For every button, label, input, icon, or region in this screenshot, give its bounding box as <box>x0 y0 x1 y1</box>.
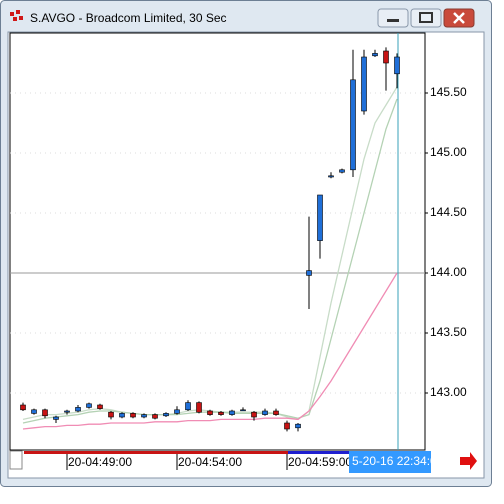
moving-average <box>22 272 398 430</box>
candle-body <box>119 413 125 418</box>
scroll-box[interactable] <box>9 450 23 470</box>
candle-body <box>97 404 103 409</box>
x-tick-label: 20-04:54:00 <box>178 455 242 469</box>
candle-body <box>108 411 114 418</box>
y-tick-label: 143.00 <box>430 385 467 399</box>
candle-body <box>31 409 37 414</box>
maximize-button[interactable] <box>410 8 442 28</box>
x-tick-label: 20-04:59:00 <box>288 455 352 469</box>
crosshair-label: 5-20-16 22:34:00 <box>352 454 444 468</box>
window-title: S.AVGO - Broadcom Limited, 30 Sec <box>30 11 227 25</box>
candle-body <box>185 402 191 411</box>
candle-body <box>218 411 224 415</box>
candle-body <box>75 407 81 412</box>
time-bar <box>24 451 350 454</box>
y-tick-label: 145.50 <box>430 85 467 99</box>
candle-body <box>152 414 158 419</box>
candle-body <box>383 50 389 64</box>
candle-body <box>262 410 268 415</box>
crosshair-label-box <box>349 451 431 473</box>
candle-body <box>86 403 92 408</box>
candle-body <box>229 410 235 415</box>
y-tick-label: 143.50 <box>430 325 467 339</box>
candle-body <box>273 410 279 415</box>
candle-body <box>141 414 147 418</box>
candle-body <box>317 194 323 241</box>
candle-body <box>361 56 367 112</box>
candle-body <box>64 410 70 413</box>
candle-body <box>130 413 136 418</box>
close-button[interactable] <box>443 8 475 28</box>
time-bar-selection <box>288 451 350 454</box>
candle-body <box>240 409 246 412</box>
candle-body <box>350 79 356 171</box>
y-tick-label: 145.00 <box>430 145 467 159</box>
candle-body <box>196 402 202 413</box>
candle-body <box>372 53 378 57</box>
app-icon <box>10 10 23 21</box>
candle-body <box>295 423 301 429</box>
candle-body <box>394 56 400 75</box>
scroll-right-arrow[interactable] <box>460 452 477 470</box>
candle-body <box>328 175 334 178</box>
candle-body <box>20 404 26 411</box>
minimize-button[interactable] <box>377 8 409 28</box>
candle-body <box>42 409 48 417</box>
plot-area <box>9 32 426 451</box>
candle-body <box>306 270 312 276</box>
candle-body <box>174 409 180 414</box>
y-tick-label: 144.00 <box>430 265 467 279</box>
y-tick-label: 144.50 <box>430 205 467 219</box>
candle-body <box>339 169 345 173</box>
candle-body <box>163 413 169 417</box>
candle-body <box>251 411 257 418</box>
candle-body <box>207 410 213 415</box>
x-tick-label: 20-04:49:00 <box>68 455 132 469</box>
candle-body <box>284 422 290 430</box>
candle-body <box>53 416 59 420</box>
